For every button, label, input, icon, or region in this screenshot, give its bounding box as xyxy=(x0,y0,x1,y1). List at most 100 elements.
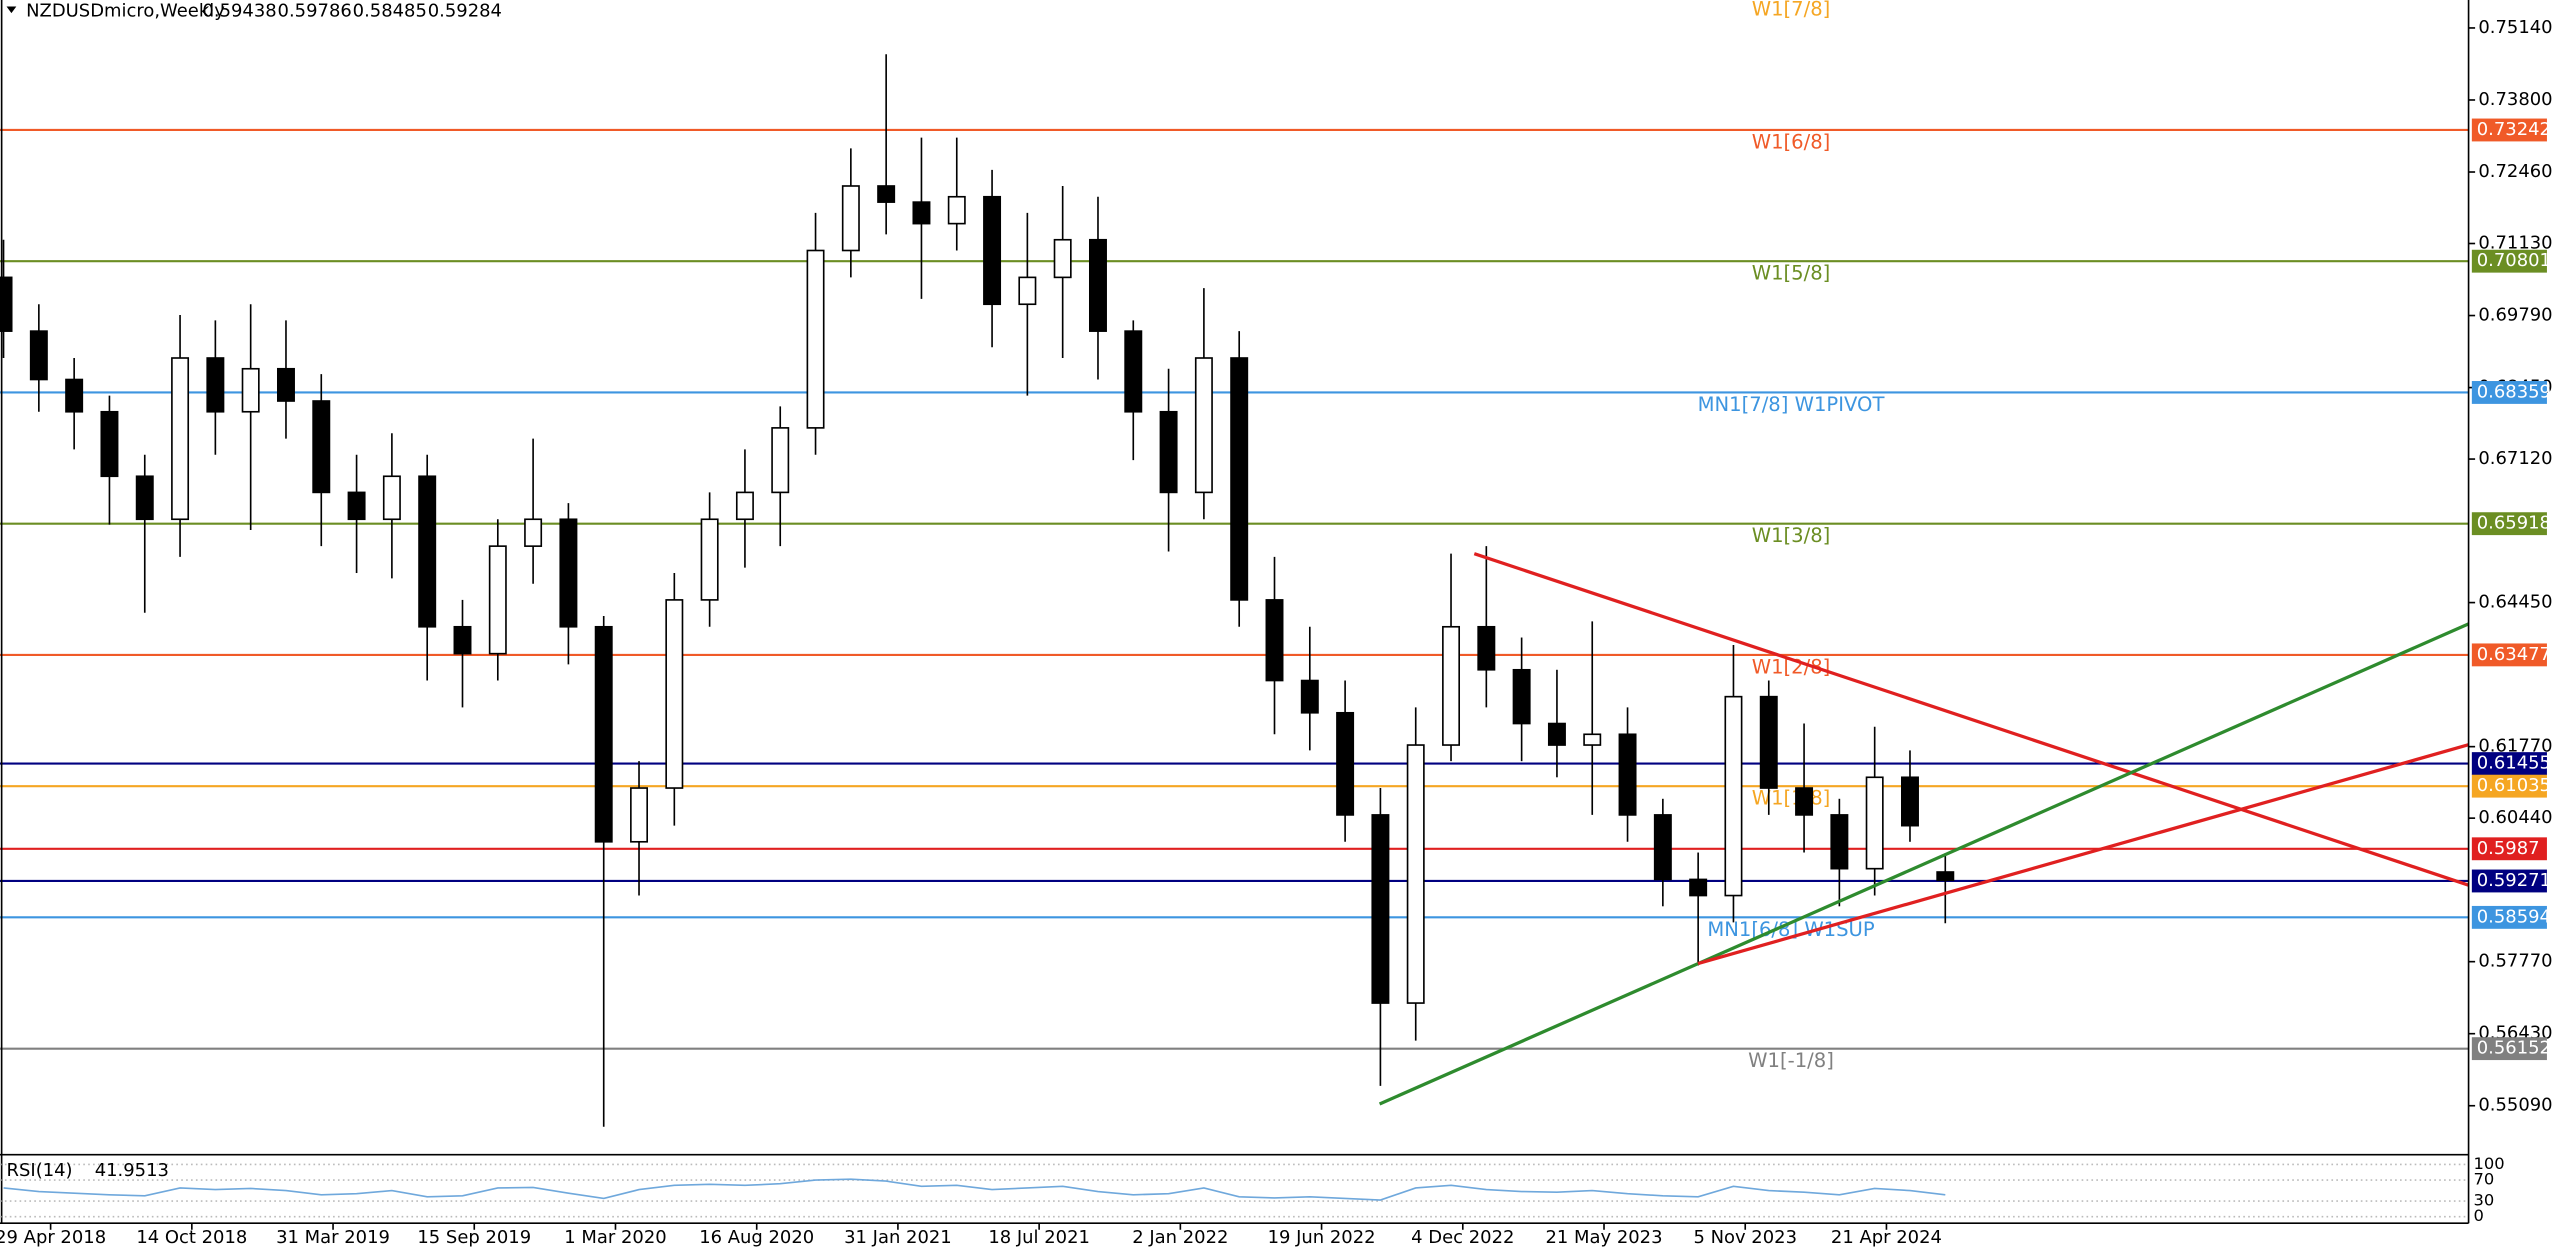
candle-body xyxy=(1442,625,1461,746)
menu-triangle[interactable] xyxy=(6,6,17,14)
candle-body xyxy=(1795,787,1814,816)
candle-body xyxy=(65,378,84,413)
candle-body xyxy=(1936,871,1955,882)
candle-body xyxy=(276,367,295,402)
x-tick-label: 2 Jan 2022 xyxy=(1132,1227,1228,1248)
candle-body xyxy=(947,195,966,225)
x-tick-label: 19 Jun 2022 xyxy=(1268,1227,1376,1248)
x-tick-label: 29 Apr 2018 xyxy=(0,1227,106,1248)
y-tick-label: 0.75140 xyxy=(2478,17,2552,38)
price-tag-label: 0.59271 xyxy=(2477,870,2551,891)
x-tick-label: 16 Aug 2020 xyxy=(699,1227,814,1248)
candle-body xyxy=(171,357,190,521)
x-tick-label: 15 Sep 2019 xyxy=(417,1227,531,1248)
rsi-tick-label: 100 xyxy=(2473,1154,2504,1173)
candle-body xyxy=(1265,599,1284,682)
header-text: 0.59786 xyxy=(278,0,352,21)
price-tag xyxy=(2471,512,2547,536)
x-tick-label: 1 Mar 2020 xyxy=(564,1227,666,1248)
candle-body xyxy=(1547,722,1566,746)
candle-body xyxy=(1406,744,1425,1004)
trendline xyxy=(1473,552,2470,887)
candle-body xyxy=(1194,357,1213,494)
y-tick-label: 0.55090 xyxy=(2478,1095,2552,1116)
x-tick-label: 31 Mar 2019 xyxy=(276,1227,390,1248)
candle-body xyxy=(29,330,48,381)
candle-body xyxy=(1159,410,1178,494)
level-label: W1[7/8] xyxy=(1752,0,1831,20)
price-tag xyxy=(2471,643,2547,667)
price-tag-label: 0.70801 xyxy=(2477,250,2551,271)
header-text: 0.59284 xyxy=(428,0,502,21)
candle-body xyxy=(1088,238,1107,332)
candle-body xyxy=(1018,276,1037,306)
price-tag-label: 0.61455 xyxy=(2477,753,2551,774)
price-tag xyxy=(2471,752,2547,776)
price-tag xyxy=(2471,774,2547,798)
trendline xyxy=(1697,743,2470,966)
price-tag-label: 0.5987 xyxy=(2477,838,2540,859)
y-tick-label: 0.61770 xyxy=(2478,736,2552,757)
candle-body xyxy=(1724,695,1743,897)
price-tag-label: 0.73242 xyxy=(2477,119,2551,140)
candle-body xyxy=(912,201,931,225)
price-tag-label: 0.61035 xyxy=(2477,775,2551,796)
candle-body xyxy=(594,625,613,843)
level-label: MN1[7/8] W1PIVOT xyxy=(1698,393,1886,416)
price-tag xyxy=(2471,905,2547,929)
candle-body xyxy=(453,625,472,655)
candle-body xyxy=(100,410,119,478)
candle-body xyxy=(1830,814,1849,870)
candle-body xyxy=(1865,776,1884,870)
y-tick-label: 0.67120 xyxy=(2478,448,2552,469)
levels: W1[7/8] W1[6/8] W1[5/8] MN1[7/8] W1PIVOT W1[… xyxy=(0,0,2469,1072)
rsi-value: 41.9513 xyxy=(95,1160,169,1181)
candle-body xyxy=(1230,357,1249,601)
candle-body xyxy=(665,599,684,789)
x-tick-label: 18 Jul 2021 xyxy=(988,1227,1090,1248)
candle-body xyxy=(1901,776,1919,827)
candle-body xyxy=(1477,625,1496,671)
price-tag-label: 0.58594 xyxy=(2477,906,2551,927)
candle-body xyxy=(630,787,648,843)
level-label: W1[2/8] xyxy=(1752,655,1831,678)
x-tick-label: 31 Jan 2021 xyxy=(844,1227,952,1248)
level-label: W1[-1/8] xyxy=(1748,1049,1834,1072)
candle-body xyxy=(806,249,825,429)
candle-body xyxy=(983,195,1002,306)
price-tag xyxy=(2471,837,2547,861)
candle-body xyxy=(1653,814,1672,881)
candle-body xyxy=(771,427,790,494)
rsi-tick-label: 0 xyxy=(2473,1206,2483,1225)
candle-body xyxy=(1759,695,1778,789)
candle-body xyxy=(1336,711,1355,816)
price-tag xyxy=(2471,249,2547,273)
candle-body xyxy=(312,400,331,494)
price-tag-label: 0.68359 xyxy=(2477,381,2551,402)
candle-body xyxy=(1300,679,1319,714)
candle-body xyxy=(206,357,225,413)
x-tick-label: 4 Dec 2022 xyxy=(1411,1227,1514,1248)
candle-body xyxy=(1583,733,1602,746)
level-label: W1[1/8] xyxy=(1752,787,1831,810)
candles xyxy=(0,54,1955,1127)
y-tick-label: 0.60440 xyxy=(2478,807,2552,828)
trendlines xyxy=(1378,552,2470,1106)
x-tick-label: 21 May 2023 xyxy=(1545,1227,1662,1248)
candle-body xyxy=(0,276,13,332)
rsi-line xyxy=(3,1178,1946,1201)
candle-body xyxy=(841,185,860,252)
price-tag xyxy=(2471,1037,2547,1061)
header-text: NZDUSDmicro,Weekly xyxy=(26,0,225,21)
y-tick-label: 0.73800 xyxy=(2478,89,2552,110)
header-text: 0.58485 xyxy=(353,0,427,21)
candle-body xyxy=(382,475,401,521)
price-tag xyxy=(2471,381,2547,404)
rsi-tick-label: 70 xyxy=(2473,1170,2494,1189)
price-tag xyxy=(2471,869,2547,893)
level-label: W1[3/8] xyxy=(1752,524,1831,547)
level-label: W1[6/8] xyxy=(1752,131,1831,154)
candle-body xyxy=(418,475,437,628)
candle-body xyxy=(559,518,578,628)
